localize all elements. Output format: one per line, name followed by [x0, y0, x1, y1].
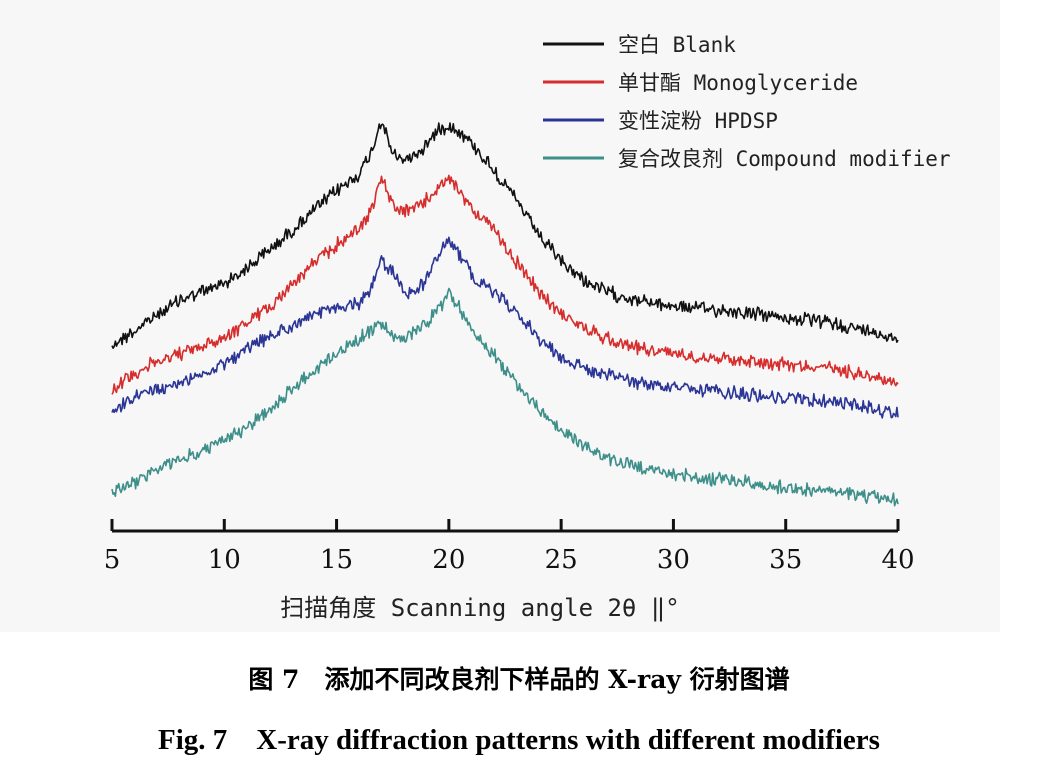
series-line-2 [111, 236, 899, 419]
legend: 空白 Blank 单甘酯 Monoglyceride 变性淀粉 HPDSP 复合改良剂… [543, 33, 951, 171]
xrd-chart: 5 10 15 20 25 30 35 40 扫描角度 Scanning angle 2θ ‖… [104, 33, 951, 622]
x-tick-label: 30 [657, 545, 690, 575]
legend-label: 空白 Blank [618, 33, 736, 57]
x-ticks: 5 10 15 20 25 30 35 40 [104, 519, 915, 575]
legend-label: 复合改良剂 Compound modifier [618, 147, 951, 171]
plot-panel: 5 10 15 20 25 30 35 40 扫描角度 Scanning angle 2θ ‖… [103, 33, 951, 622]
x-tick-label: 35 [769, 545, 802, 575]
x-tick-label: 10 [208, 545, 241, 575]
x-tick-label: 15 [320, 545, 353, 575]
series-line-0 [111, 122, 899, 349]
x-tick-label: 25 [545, 545, 578, 575]
figure-caption-english: Fig. 7 X-ray diffraction patterns with d… [158, 724, 880, 756]
series-layer [111, 122, 899, 507]
x-tick-label: 20 [432, 545, 465, 575]
x-tick-label: 5 [104, 545, 121, 575]
x-axis-label: 扫描角度 Scanning angle 2θ ‖° [280, 594, 679, 622]
legend-label: 单甘酯 Monoglyceride [618, 71, 858, 95]
series-line-1 [111, 174, 899, 395]
x-tick-label: 40 [881, 545, 914, 575]
legend-label: 变性淀粉 HPDSP [618, 109, 778, 133]
figure-caption-chinese: 图 7 添加不同改良剂下样品的 X-ray 衍射图谱 [248, 665, 790, 694]
series-line-3 [111, 287, 899, 507]
